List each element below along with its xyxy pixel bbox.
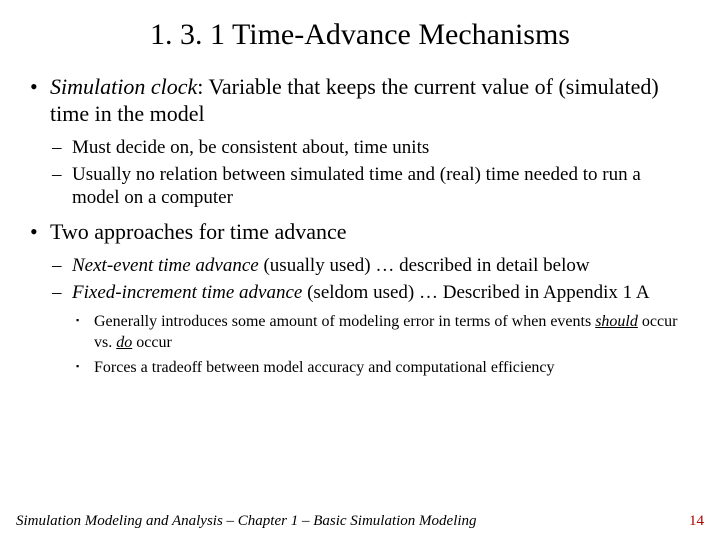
slide-body: 1. 3. 1 Time-Advance Mechanisms Simulati…	[0, 0, 720, 379]
term-simulation-clock: Simulation clock	[50, 74, 197, 99]
text-fixed-increment-rest: (seldom used) … Described in Appendix 1 …	[302, 282, 649, 303]
bullet-list-level1: Simulation clock: Variable that keeps th…	[28, 74, 692, 379]
term-next-event: Next-event time advance	[72, 255, 259, 276]
footer-left-text: Simulation Modeling and Analysis – Chapt…	[16, 513, 477, 530]
term-fixed-increment: Fixed-increment time advance	[72, 282, 302, 303]
slide-footer: Simulation Modeling and Analysis – Chapt…	[0, 513, 720, 530]
page-number: 14	[689, 513, 704, 530]
text-two-approaches: Two approaches for time advance	[50, 219, 347, 244]
txt-err-a: Generally introduces some amount of mode…	[94, 313, 595, 330]
detail-modeling-error: Generally introduces some amount of mode…	[72, 312, 692, 354]
txt-should: should	[595, 313, 638, 330]
detail-tradeoff: Forces a tradeoff between model accuracy…	[72, 358, 692, 379]
sub-fixed-increment: Fixed-increment time advance (seldom use…	[50, 281, 692, 379]
bullet-simulation-clock: Simulation clock: Variable that keeps th…	[28, 74, 692, 209]
sub-no-relation: Usually no relation between simulated ti…	[50, 163, 692, 209]
sub-next-event: Next-event time advance (usually used) ……	[50, 254, 692, 277]
sub-time-units: Must decide on, be consistent about, tim…	[50, 136, 692, 159]
sublist-fixed-detail: Generally introduces some amount of mode…	[72, 312, 692, 378]
sublist-clock: Must decide on, be consistent about, tim…	[50, 136, 692, 210]
text-next-event-rest: (usually used) … described in detail bel…	[259, 255, 590, 276]
bullet-two-approaches: Two approaches for time advance Next-eve…	[28, 219, 692, 379]
sublist-approaches: Next-event time advance (usually used) ……	[50, 254, 692, 379]
slide-title: 1. 3. 1 Time-Advance Mechanisms	[28, 18, 692, 52]
txt-err-e: occur	[132, 334, 172, 351]
txt-do: do	[116, 334, 132, 351]
